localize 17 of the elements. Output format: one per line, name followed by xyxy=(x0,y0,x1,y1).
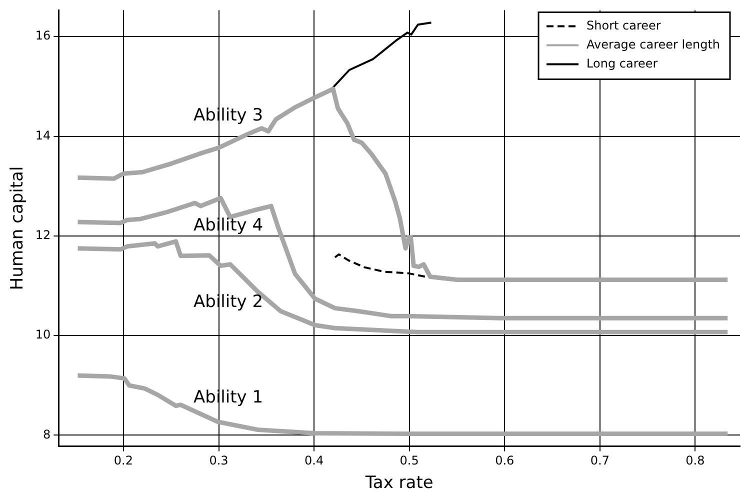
x-tick-label: 0.7 xyxy=(590,454,610,468)
x-tick-label: 0.4 xyxy=(304,454,324,468)
y-tick-label: 14 xyxy=(35,128,51,142)
x-tick-label: 0.8 xyxy=(686,454,705,468)
y-tick-label: 12 xyxy=(35,228,51,242)
legend-label: Short career xyxy=(586,18,661,32)
x-tick-label: 0.6 xyxy=(495,454,514,468)
y-tick-label: 8 xyxy=(43,427,51,442)
y-tick-label: 16 xyxy=(35,28,51,43)
y-axis-title: Human capital xyxy=(8,166,28,290)
x-tick-label: 0.3 xyxy=(209,454,228,468)
x-tick-label: 0.2 xyxy=(114,454,134,468)
legend-label: Average career length xyxy=(586,37,720,52)
legend-label: Long career xyxy=(586,56,658,70)
y-tick-label: 10 xyxy=(35,328,51,342)
x-tick-label: 0.5 xyxy=(400,454,419,468)
x-axis-title: Tax rate xyxy=(364,473,434,494)
